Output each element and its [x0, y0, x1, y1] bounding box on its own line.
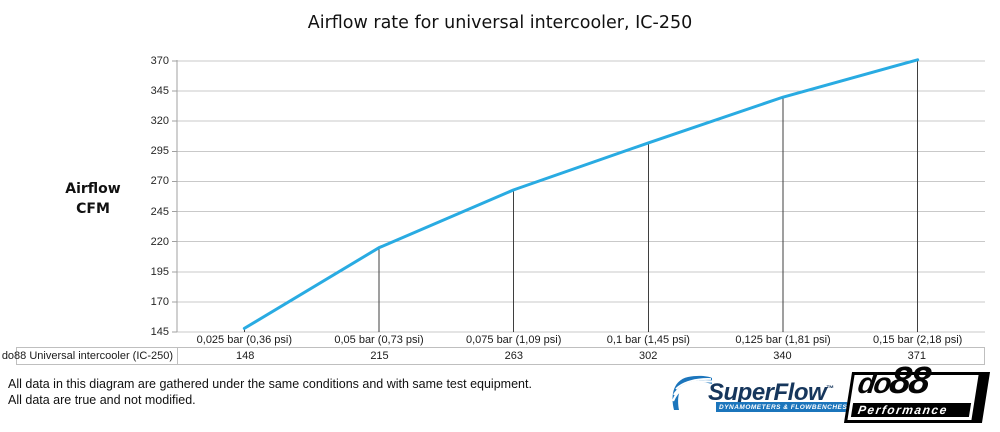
- x-category-label: 0,125 bar (1,81 psi): [735, 334, 831, 346]
- y-tick-label: 295: [150, 145, 169, 158]
- series-line: [242, 58, 920, 330]
- x-category-label: 0,1 bar (1,45 psi): [606, 334, 690, 346]
- do88-tagline: Performance: [850, 403, 972, 417]
- y-axis-title-line1: Airflow: [65, 181, 121, 197]
- y-tick-label: 195: [150, 265, 169, 278]
- x-axis-category-labels: 0,025 bar (0,36 psi) 0,05 bar (0,73 psi) 0…: [177, 334, 985, 347]
- x-category-label: 0,025 bar (0,36 psi): [196, 334, 293, 346]
- superflow-swoosh-icon: [671, 375, 713, 410]
- data-value-cell: 215: [370, 350, 389, 362]
- x-category-label: 0,15 bar (2,18 psi): [873, 334, 963, 346]
- data-value-cell: 263: [504, 350, 523, 362]
- chart-title: Airflow rate for universal intercooler, …: [307, 13, 693, 33]
- data-value-cell: 302: [638, 350, 658, 362]
- disclaimer-line2: All data are true and not modified.: [8, 393, 196, 407]
- do88-logo: do88 Performance: [843, 360, 991, 423]
- y-tick-label: 270: [150, 175, 169, 188]
- superflow-logo: SuperFlow™ DYNAMOMETERS & FLOWBENCHES: [668, 374, 851, 414]
- data-value-cell: 340: [773, 350, 792, 362]
- y-tick-label: 370: [150, 55, 169, 67]
- superflow-wordmark: SuperFlow™: [708, 379, 834, 406]
- x-category-label: 0,075 bar (1,09 psi): [465, 334, 562, 346]
- trademark-symbol: ™: [826, 384, 834, 393]
- y-tick-label: 345: [150, 85, 169, 98]
- y-tick-label: 220: [150, 235, 169, 248]
- y-tick-label: 145: [150, 326, 169, 338]
- legend: do88 Universal intercooler (IC-250): [2, 348, 178, 364]
- legend-label: do88 Universal intercooler (IC-250): [1, 350, 173, 362]
- superflow-tagline: DYNAMOMETERS & FLOWBENCHES: [716, 402, 851, 412]
- x-category-label: 0,05 bar (0,73 psi): [334, 334, 424, 346]
- y-axis-title: Airflow CFM: [50, 179, 136, 219]
- y-axis-title-line2: CFM: [76, 201, 110, 217]
- y-tick-label: 170: [150, 295, 169, 308]
- disclaimer-text: All data in this diagram are gathered un…: [8, 376, 532, 408]
- do88-wordmark: do88: [855, 360, 932, 402]
- data-value-row: 148 215 263 302 340 371: [178, 348, 984, 364]
- y-tick-label: 245: [150, 205, 169, 218]
- data-table: do88 Universal intercooler (IC-250) 148 2…: [2, 347, 985, 365]
- data-value-cell: 148: [235, 350, 255, 362]
- disclaimer-line1: All data in this diagram are gathered un…: [8, 377, 532, 391]
- y-tick-label: 320: [150, 115, 169, 128]
- data-value-cell: 371: [907, 350, 926, 362]
